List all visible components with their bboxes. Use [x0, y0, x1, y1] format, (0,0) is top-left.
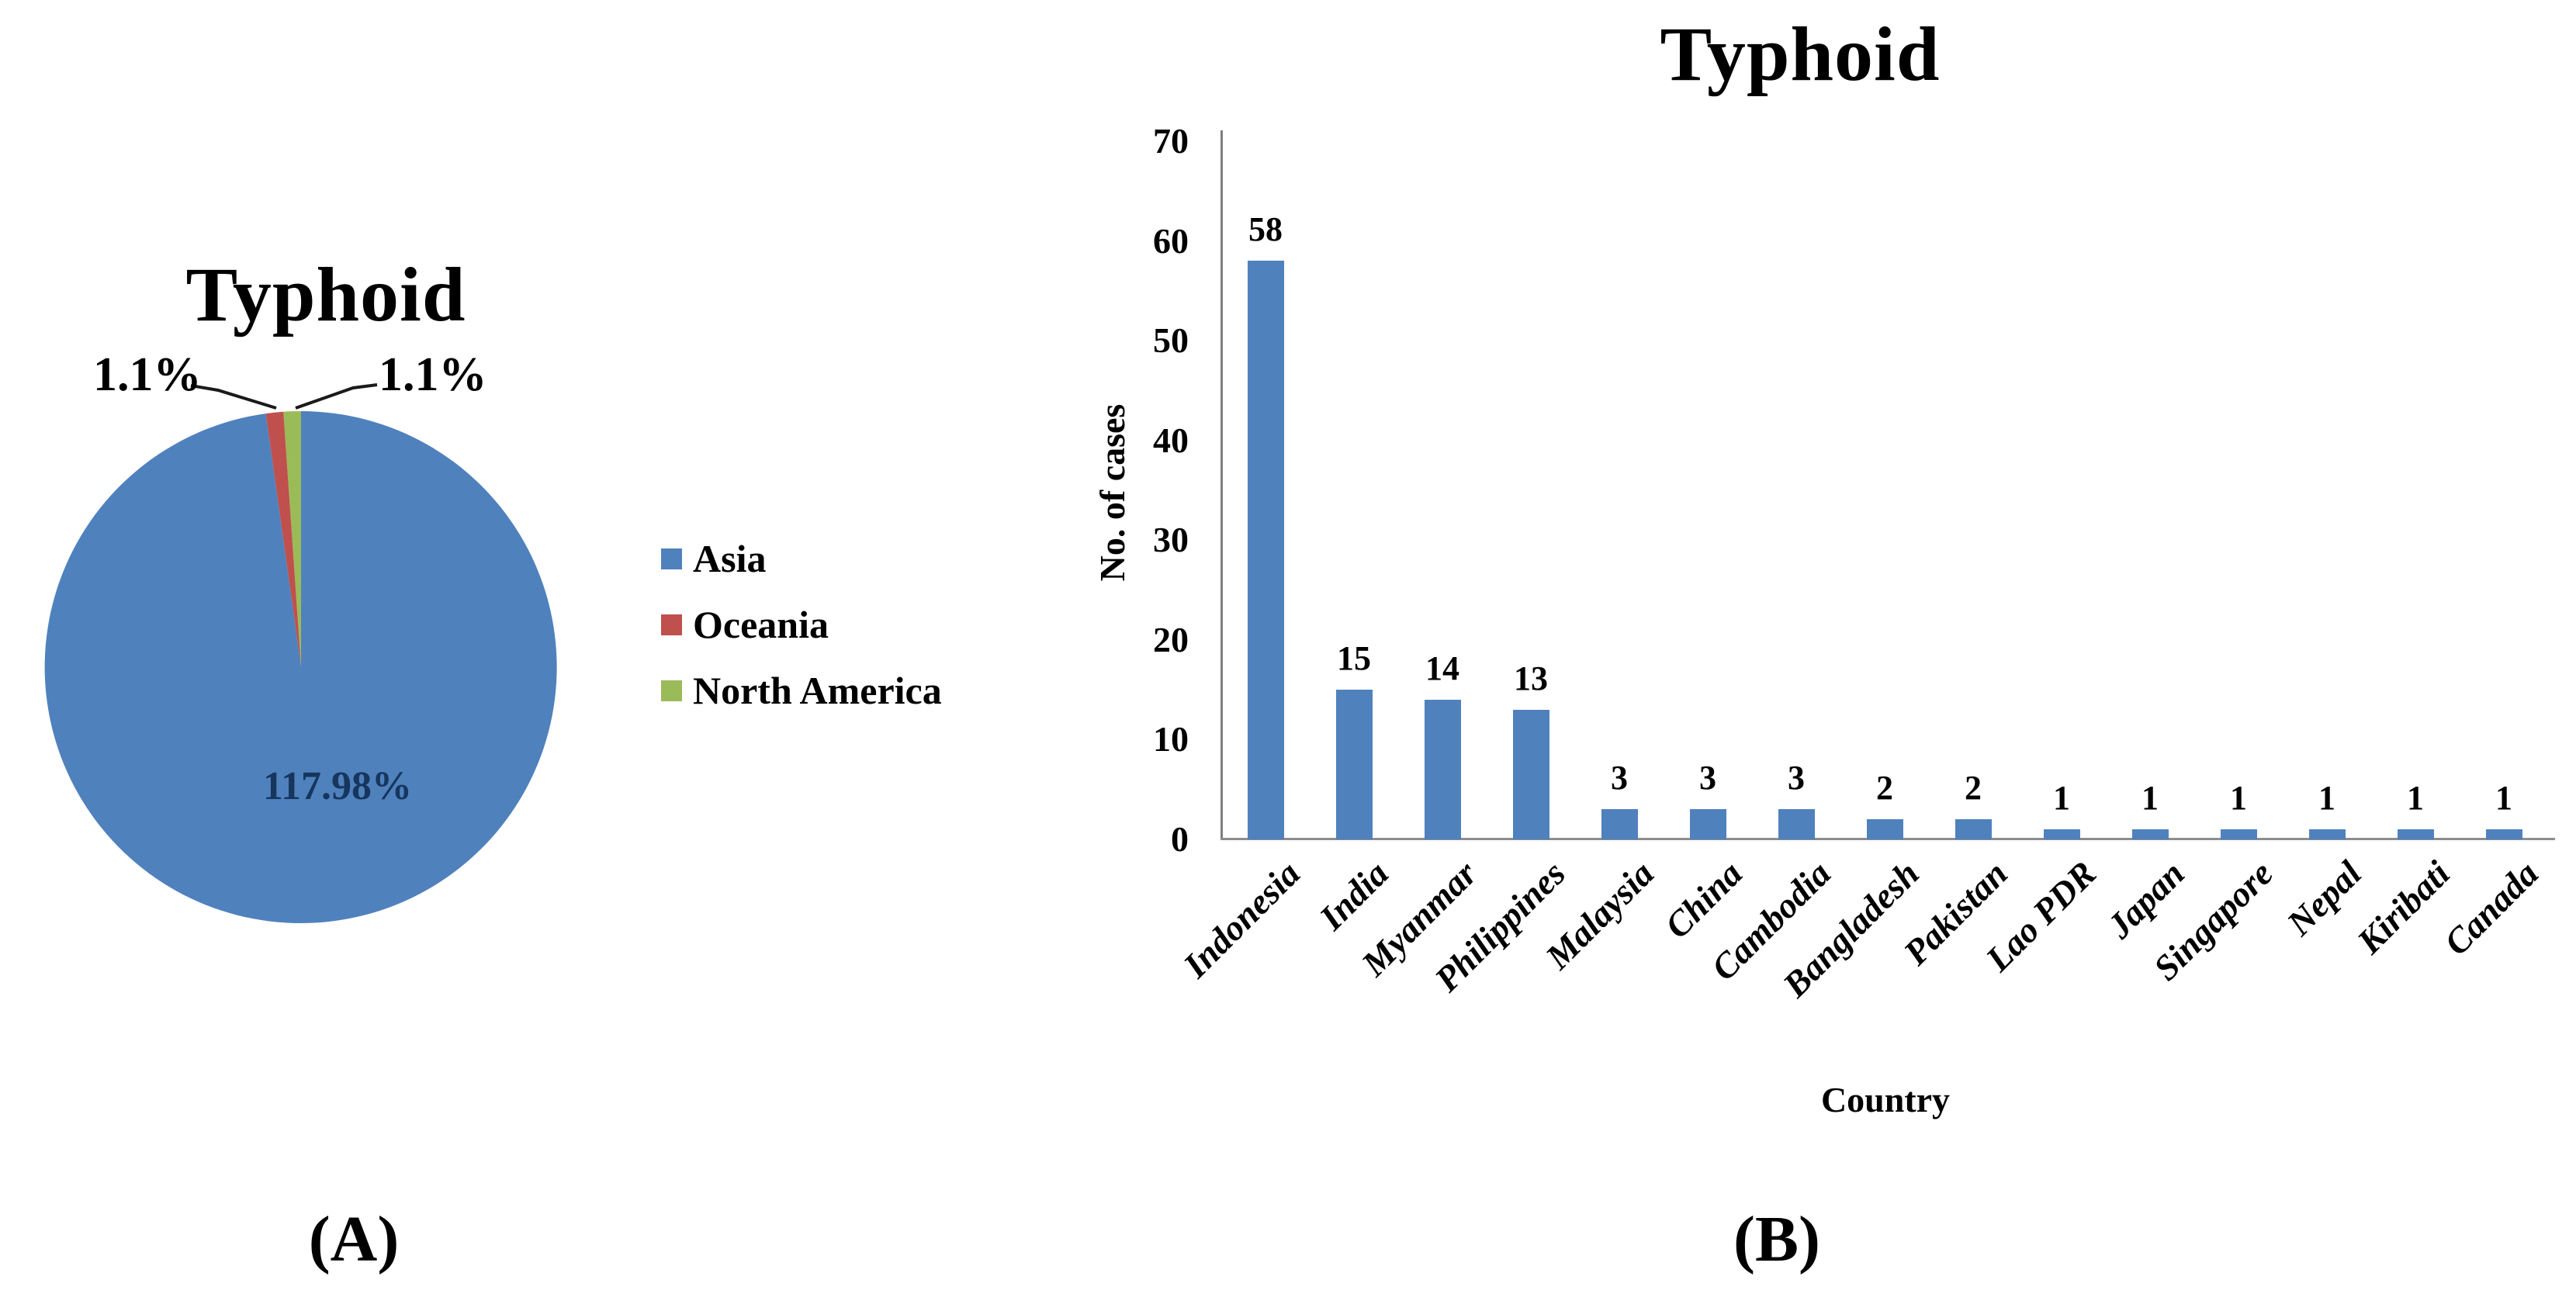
pie-slice-north-america: [283, 411, 301, 667]
bar-value-label: 3: [1788, 759, 1805, 798]
legend-label-north-america: North America: [693, 669, 942, 712]
legend-item-asia: Asia: [661, 534, 942, 583]
bar-value-label: 1: [2230, 779, 2247, 818]
bar-china: [1689, 809, 1726, 839]
bar-kiribati: [2397, 829, 2434, 839]
pie-chart-title: Typhoid: [185, 251, 466, 337]
y-tick-label-60: 60: [1153, 220, 1189, 261]
pie-chart: [44, 383, 557, 923]
bar-chart-title: Typhoid: [1660, 11, 1941, 97]
legend-swatch-north-america: [661, 680, 682, 701]
y-tick-label-70: 70: [1153, 121, 1189, 161]
bar-nepal: [2308, 829, 2346, 839]
y-tick-label-0: 0: [1171, 819, 1189, 859]
bar-myanmar: [1424, 700, 1461, 839]
y-tick-label-30: 30: [1153, 520, 1189, 560]
bar-lao-pdr: [2043, 829, 2080, 839]
pie-slice-asia: [44, 411, 557, 923]
y-tick-label-20: 20: [1153, 619, 1189, 659]
bar-philippines: [1512, 709, 1549, 839]
panel-label-b: (B): [1733, 1203, 1820, 1275]
x-axis-title: Country: [1820, 1080, 1951, 1119]
bar-value-label: 3: [1699, 759, 1716, 798]
bar-value-label: 1: [2053, 779, 2070, 818]
bar-value-label: 14: [1425, 649, 1459, 687]
bar-malaysia: [1601, 809, 1638, 839]
bar-value-label: 1: [2318, 779, 2335, 818]
bar-singapore: [2220, 829, 2257, 839]
bar-indonesia: [1247, 261, 1284, 839]
bar-value-label: 1: [2495, 779, 2512, 818]
legend-item-oceania: Oceania: [661, 600, 942, 649]
bar-japan: [2131, 829, 2169, 839]
legend-item-north-america: North America: [661, 666, 942, 715]
callout-leader-right: [295, 383, 378, 410]
legend-label-oceania: Oceania: [693, 603, 829, 646]
pie-slice-asia-label: 117.98%: [262, 764, 413, 808]
panel-label-a: (A): [308, 1203, 400, 1275]
pie-slice-oceania: [265, 411, 301, 667]
bar-bangladesh: [1866, 819, 1903, 839]
bar-india: [1335, 690, 1373, 839]
pie-callout-north-america: 1.1%: [379, 348, 487, 401]
pie-legend: Asia Oceania North America: [661, 534, 942, 732]
legend-swatch-oceania: [661, 614, 682, 635]
bar-value-label: 58: [1248, 210, 1283, 249]
bar-canada: [2485, 829, 2522, 839]
bar-value-label: 1: [2407, 779, 2424, 818]
y-tick-label-50: 50: [1153, 320, 1189, 361]
legend-label-asia: Asia: [693, 537, 767, 580]
y-tick-label-10: 10: [1153, 719, 1189, 759]
bar-value-label: 2: [1965, 769, 1982, 808]
legend-swatch-asia: [661, 548, 682, 569]
y-axis-title: No. of cases: [1092, 403, 1132, 582]
bar-value-label: 13: [1514, 659, 1548, 697]
bar-value-label: 3: [1611, 759, 1628, 798]
bar-value-label: 15: [1337, 639, 1371, 678]
bar-value-label: 1: [2141, 779, 2159, 818]
bar-pakistan: [1955, 819, 1992, 839]
pie-callout-oceania: 1.1%: [93, 348, 202, 401]
callout-leader-left: [190, 384, 277, 410]
y-tick-label-40: 40: [1153, 420, 1189, 460]
bar-cambodia: [1778, 809, 1815, 839]
y-axis-line: [1220, 130, 1223, 839]
bar-value-label: 2: [1876, 769, 1893, 808]
